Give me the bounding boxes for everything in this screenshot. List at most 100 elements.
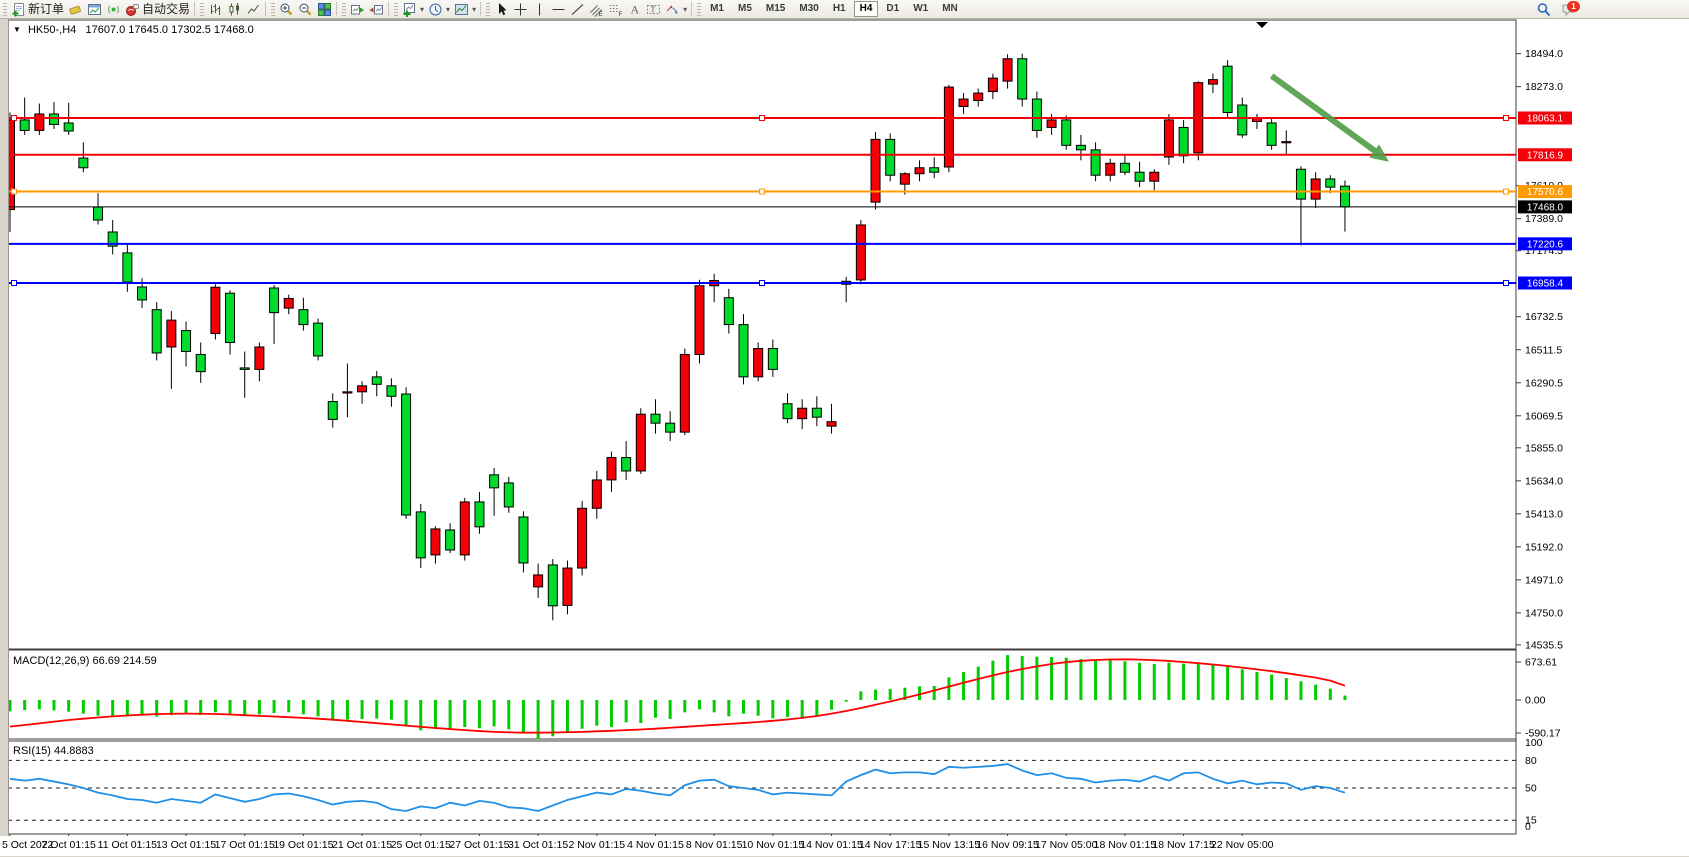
price-tick-label: 15634.0 [1525, 475, 1563, 487]
window-bottom-strip [0, 855, 1689, 857]
signal-button[interactable] [104, 1, 123, 17]
zoom-in-button[interactable] [277, 1, 296, 17]
macd-bar [477, 700, 481, 729]
line-handle[interactable] [759, 280, 765, 287]
chevron-down-icon[interactable]: ▾ [683, 4, 688, 14]
autotrade-button[interactable]: 自动交易 [123, 1, 192, 17]
macd-bar [1211, 664, 1215, 700]
candle [1207, 79, 1218, 85]
chevron-down-icon[interactable]: ▾ [472, 4, 477, 14]
hline-button[interactable] [549, 1, 568, 17]
signal-icon [108, 5, 119, 13]
toolbar-grip[interactable] [271, 2, 276, 16]
chevron-down-icon[interactable]: ▾ [420, 4, 425, 14]
horizontal-lines[interactable] [8, 115, 1516, 287]
macd-bar [521, 700, 525, 733]
vline-button[interactable] [530, 1, 549, 17]
candle [210, 286, 221, 335]
date-axis[interactable]: 5 Oct 2022 7 Oct 01:15 11 Oct 01:15 13 Oct … [0, 836, 1689, 856]
timeframe-M15-button[interactable]: M15 [765, 3, 786, 14]
symbol-collapse-icon[interactable]: ▼ [13, 25, 21, 34]
search-button[interactable] [1534, 1, 1553, 17]
timeframe-M30-button[interactable]: M30 [799, 3, 819, 14]
new-chart-button[interactable]: ▾ [400, 1, 426, 17]
text-button[interactable]: A [625, 1, 644, 17]
line-handle[interactable] [759, 188, 765, 195]
candle [1017, 58, 1028, 100]
macd-bar [712, 700, 716, 713]
candle [313, 322, 324, 357]
auto-scroll-button[interactable] [348, 1, 367, 17]
bar-chart-button[interactable] [206, 1, 225, 17]
svg-text:T: T [651, 5, 656, 14]
zoom-out-button[interactable] [296, 1, 315, 17]
macd-bar [199, 700, 203, 715]
macd-bar [639, 700, 643, 723]
shapes-button[interactable]: ▾ [663, 1, 689, 17]
chart-shift-icon [369, 4, 384, 14]
timeframe-D1-button[interactable]: D1 [886, 3, 900, 14]
channel-button[interactable]: E [587, 1, 606, 17]
toolbar-grip[interactable] [394, 2, 399, 16]
line-handle[interactable] [759, 115, 765, 121]
cursor-button[interactable] [492, 1, 511, 17]
text-icon: A [631, 2, 640, 16]
toolbar-grip[interactable] [200, 2, 205, 16]
macd-bar [1255, 672, 1259, 700]
line-handle[interactable] [1503, 188, 1509, 195]
line-handle[interactable] [1503, 280, 1509, 287]
trend-arrow-annotation[interactable] [1269, 73, 1389, 162]
template-button[interactable]: ▾ [452, 1, 478, 17]
date-tick-label: 21 Oct 01:15 [332, 839, 393, 851]
line-handle[interactable] [1503, 115, 1509, 121]
toolbar-grip[interactable] [486, 2, 491, 16]
trendline-button[interactable] [568, 1, 587, 17]
macd-bar [257, 700, 261, 715]
macd-axis-label: 673.61 [1525, 657, 1557, 669]
chat-button[interactable]: 1 [1559, 1, 1580, 17]
toolbar-grip[interactable] [3, 2, 7, 16]
chart-shift-button[interactable] [367, 1, 386, 17]
candle [635, 413, 646, 472]
period-button[interactable]: ▾ [426, 1, 452, 17]
timeframe-MN-button[interactable]: MN [942, 3, 958, 14]
chart-canvas[interactable]: 18494.018273.017610.017389.017174.516732… [0, 18, 1689, 857]
tile-windows-button[interactable] [315, 1, 334, 17]
macd-bar [932, 686, 936, 700]
price-tick-label: 15192.0 [1525, 541, 1563, 553]
chart-window[interactable]: 18494.018273.017610.017389.017174.516732… [0, 18, 1689, 857]
timeframe-M5-button[interactable]: M5 [738, 3, 752, 14]
candle [342, 391, 353, 394]
candle [1163, 119, 1174, 158]
notification-count-badge: 1 [1567, 1, 1580, 12]
timeframe-H4-button[interactable]: H4 [853, 1, 879, 17]
new-order-button[interactable]: 新订单 [9, 1, 66, 17]
date-tick-label: 18 Nov 17:15 [1152, 839, 1215, 851]
toolbar-grip[interactable] [697, 2, 702, 16]
timeframe-W1-button[interactable]: W1 [913, 3, 929, 14]
line-handle[interactable] [11, 188, 17, 195]
chevron-down-icon[interactable]: ▾ [446, 4, 451, 14]
macd-axis-label: -590.17 [1525, 728, 1561, 740]
price-badge-label: 17220.6 [1527, 239, 1564, 250]
eraser-button[interactable] [66, 1, 85, 17]
line-chart-button[interactable] [244, 1, 263, 17]
fibonacci-button[interactable]: F [606, 1, 625, 17]
line-handle[interactable] [11, 280, 17, 287]
chart-window-button[interactable] [85, 1, 104, 17]
macd-bar [375, 700, 379, 719]
chart-shift-marker-icon[interactable] [1256, 22, 1268, 28]
toolbar-grip[interactable] [342, 2, 347, 16]
label-button[interactable]: T [644, 1, 663, 17]
candle [738, 324, 749, 378]
timeframe-H1-button[interactable]: H1 [832, 3, 846, 14]
candle [283, 297, 294, 309]
price-axis[interactable]: 18494.018273.017610.017389.017174.516732… [1516, 48, 1563, 651]
candle [298, 309, 309, 326]
macd-bar [111, 700, 115, 717]
timeframe-M1-button[interactable]: M1 [710, 3, 724, 14]
line-handle[interactable] [11, 115, 17, 121]
candlestick-button[interactable] [225, 1, 244, 17]
date-tick-label: 19 Oct 01:15 [273, 839, 334, 851]
crosshair-button[interactable] [511, 1, 530, 17]
